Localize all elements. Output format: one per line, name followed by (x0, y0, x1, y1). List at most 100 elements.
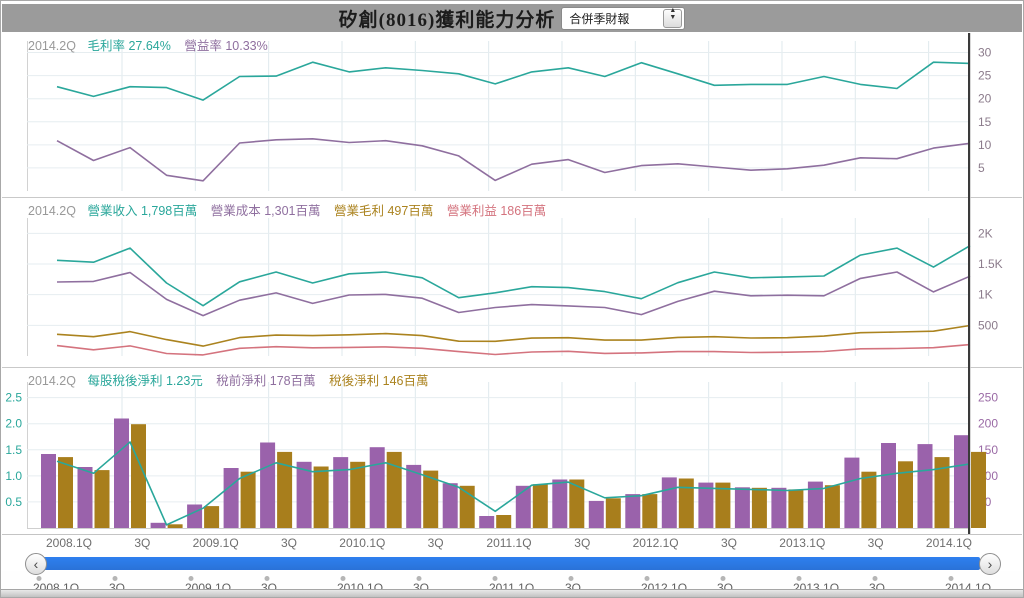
bar-aftertax-profit (934, 457, 950, 528)
y-tick-label: 25 (978, 69, 992, 83)
bar-aftertax-profit (678, 478, 694, 528)
page-title: 矽創(8016)獲利能力分析 (338, 9, 556, 31)
net-profit-chart-panel[interactable]: 2014.2Q 每股稅後淨利 1.23元 稅前淨利 178百萬 稅後淨利 146… (2, 367, 1022, 535)
scroll-left-button[interactable]: ‹ (25, 553, 47, 575)
bar-pretax-profit (41, 454, 56, 528)
header-bar: 矽創(8016)獲利能力分析 合併季財報 ▲ ▼ (2, 4, 1022, 32)
legend-item-aftertax-profit: 稅後淨利 146百萬 (329, 374, 429, 388)
bar-aftertax-profit (715, 482, 731, 528)
legend-item-operating-income: 營業利益 186百萬 (446, 204, 547, 218)
bar-pretax-profit (260, 442, 276, 528)
bar-aftertax-profit (94, 470, 110, 528)
bar-aftertax-profit (386, 451, 402, 528)
bar-pretax-profit (954, 435, 969, 528)
bar-aftertax-profit (788, 489, 804, 528)
bar-aftertax-profit (277, 451, 293, 528)
legend-item-gross-profit: 營業毛利 497百萬 (333, 204, 434, 218)
bar-aftertax-profit (532, 484, 548, 528)
left-y-tick-label: 1.5 (5, 443, 22, 457)
timeline-dot (720, 576, 726, 581)
bar-pretax-profit (625, 494, 641, 528)
y-tick-label: 30 (978, 46, 992, 60)
timeline-dot (568, 576, 574, 581)
bar-pretax-profit (150, 522, 166, 528)
y-tick-label: 500 (978, 318, 998, 332)
bar-aftertax-profit (423, 470, 439, 528)
bar-aftertax-profit (751, 487, 767, 528)
scroll-right-button[interactable]: › (979, 553, 1001, 575)
scrollbar-thumb[interactable] (40, 557, 980, 570)
bar-pretax-profit (771, 487, 787, 528)
x-axis-label: 3Q (427, 536, 444, 550)
timeline-dot (796, 576, 802, 581)
margin-chart-legend: 2014.2Q 毛利率 27.64% 營益率 10.33% (28, 35, 278, 54)
bar-aftertax-profit (459, 485, 475, 528)
bar-aftertax-profit (971, 451, 986, 528)
margin-ratio-chart-panel[interactable]: 2014.2Q 毛利率 27.64% 營益率 10.33% 5 10 15 20 25 3… (2, 33, 1022, 198)
series-line-olive (56, 324, 971, 347)
x-axis-label: 2009.1Q (192, 536, 239, 550)
timeline-dot (112, 576, 118, 581)
bar-pretax-profit (881, 443, 896, 528)
legend-item-gross-margin: 毛利率 27.64% (87, 39, 171, 53)
series-line-purple (56, 271, 971, 317)
bar-aftertax-profit (642, 494, 658, 528)
select-stepper-icon[interactable]: ▲ ▼ (663, 7, 683, 28)
bar-aftertax-profit (861, 471, 877, 528)
chart-canvas: 0.51.01.52.02.550100150200250 (5, 368, 998, 534)
net-profit-chart-legend: 2014.2Q 每股稅後淨利 1.23元 稅前淨利 178百萬 稅後淨利 146… (28, 370, 438, 389)
bar-aftertax-profit (167, 524, 183, 528)
legend-item-eps: 每股稅後淨利 1.23元 (87, 374, 203, 388)
x-axis-label: 3Q (720, 536, 737, 550)
bar-aftertax-profit (569, 479, 585, 528)
bar-pretax-profit (661, 477, 677, 528)
series-line-red (56, 343, 971, 356)
y-tick-label: 5 (978, 161, 985, 175)
series-line-teal (56, 245, 971, 307)
left-y-tick-label: 2.5 (5, 391, 22, 405)
report-type-value: 合併季財報 (569, 11, 630, 26)
x-axis-label: 3Q (867, 536, 884, 550)
x-axis-label: 3Q (280, 536, 297, 550)
bar-aftertax-profit (898, 461, 913, 528)
bar-pretax-profit (223, 468, 239, 528)
bar-aftertax-profit (496, 515, 512, 528)
bar-pretax-profit (406, 464, 422, 528)
bar-pretax-profit (588, 500, 604, 528)
report-type-select[interactable]: 合併季財報 ▲ ▼ (561, 6, 686, 30)
time-scrollbar[interactable]: ‹ › (2, 553, 1022, 575)
bar-pretax-profit (844, 457, 860, 528)
series-line-purple (56, 138, 971, 182)
bar-aftertax-profit (204, 506, 220, 528)
x-axis-label: 3Q (134, 536, 151, 550)
chart-canvas: 500 1K 1.5K 2K (27, 198, 1003, 368)
x-axis-label: 2011.1Q (486, 536, 532, 550)
legend-item-cost: 營業成本 1,301百萬 (210, 204, 321, 218)
y-tick-label: 10 (978, 138, 992, 152)
timeline-dot (644, 576, 650, 581)
x-axis-label: 2008.1Q (45, 536, 93, 550)
x-axis-label: 3Q (574, 536, 591, 550)
timeline-dot (872, 576, 878, 581)
bottom-gray-bar (1, 589, 1023, 597)
bar-aftertax-profit (58, 457, 73, 528)
bar-pretax-profit (333, 457, 349, 528)
left-y-tick-label: 1.0 (5, 469, 22, 483)
bar-aftertax-profit (350, 461, 366, 528)
bar-pretax-profit (698, 482, 714, 528)
timeline-dot (492, 576, 498, 581)
bar-pretax-profit (369, 447, 385, 528)
bar-pretax-profit (442, 483, 458, 528)
x-axis-label: 2010.1Q (339, 536, 386, 550)
left-y-tick-label: 0.5 (5, 495, 22, 509)
bar-pretax-profit (77, 467, 93, 528)
timeline-dot (36, 576, 42, 581)
bar-aftertax-profit (240, 471, 256, 528)
revenue-chart-panel[interactable]: 2014.2Q 營業收入 1,798百萬 營業成本 1,301百萬 營業毛利 4… (2, 197, 1022, 368)
timeline-dot (948, 576, 954, 581)
bar-pretax-profit (296, 461, 312, 528)
legend-period: 2014.2Q (28, 39, 76, 53)
bar-pretax-profit (807, 481, 823, 528)
bar-pretax-profit (552, 479, 568, 528)
